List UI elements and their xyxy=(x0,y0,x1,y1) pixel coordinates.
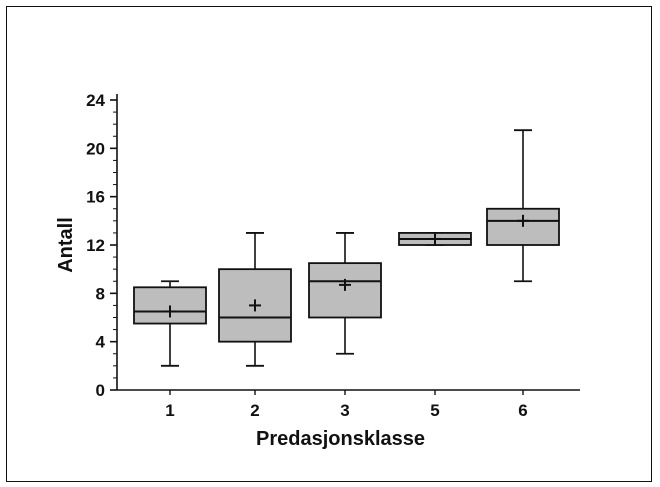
y-tick-label: 12 xyxy=(86,236,105,255)
y-tick-label: 8 xyxy=(96,284,105,303)
box-group xyxy=(308,232,382,355)
x-tick-label: 2 xyxy=(250,401,259,420)
x-ticks: 1 2 3 5 6 xyxy=(165,390,528,420)
x-tick-label: 1 xyxy=(165,401,174,420)
y-axis-title: Antall xyxy=(55,217,77,273)
y-tick-label: 4 xyxy=(96,333,106,352)
axes xyxy=(116,94,580,391)
box-iqr xyxy=(218,268,292,343)
y-tick-label: 24 xyxy=(86,91,105,110)
y-tick-label: 0 xyxy=(96,381,105,400)
boxes xyxy=(133,129,560,367)
x-axis-title: Predasjonsklasse xyxy=(256,428,425,450)
box-iqr xyxy=(133,286,207,325)
x-tick-label: 6 xyxy=(518,401,527,420)
box-group xyxy=(486,129,560,283)
box-group xyxy=(133,280,207,367)
y-tick-label: 20 xyxy=(86,139,105,158)
box-group xyxy=(218,232,292,367)
y-tick-label: 16 xyxy=(86,188,105,207)
box-iqr xyxy=(486,207,560,246)
x-tick-label: 5 xyxy=(430,401,439,420)
x-tick-label: 3 xyxy=(340,401,349,420)
box-group xyxy=(398,232,472,246)
y-ticks: 0 4 8 12 16 20 24 xyxy=(86,91,117,400)
